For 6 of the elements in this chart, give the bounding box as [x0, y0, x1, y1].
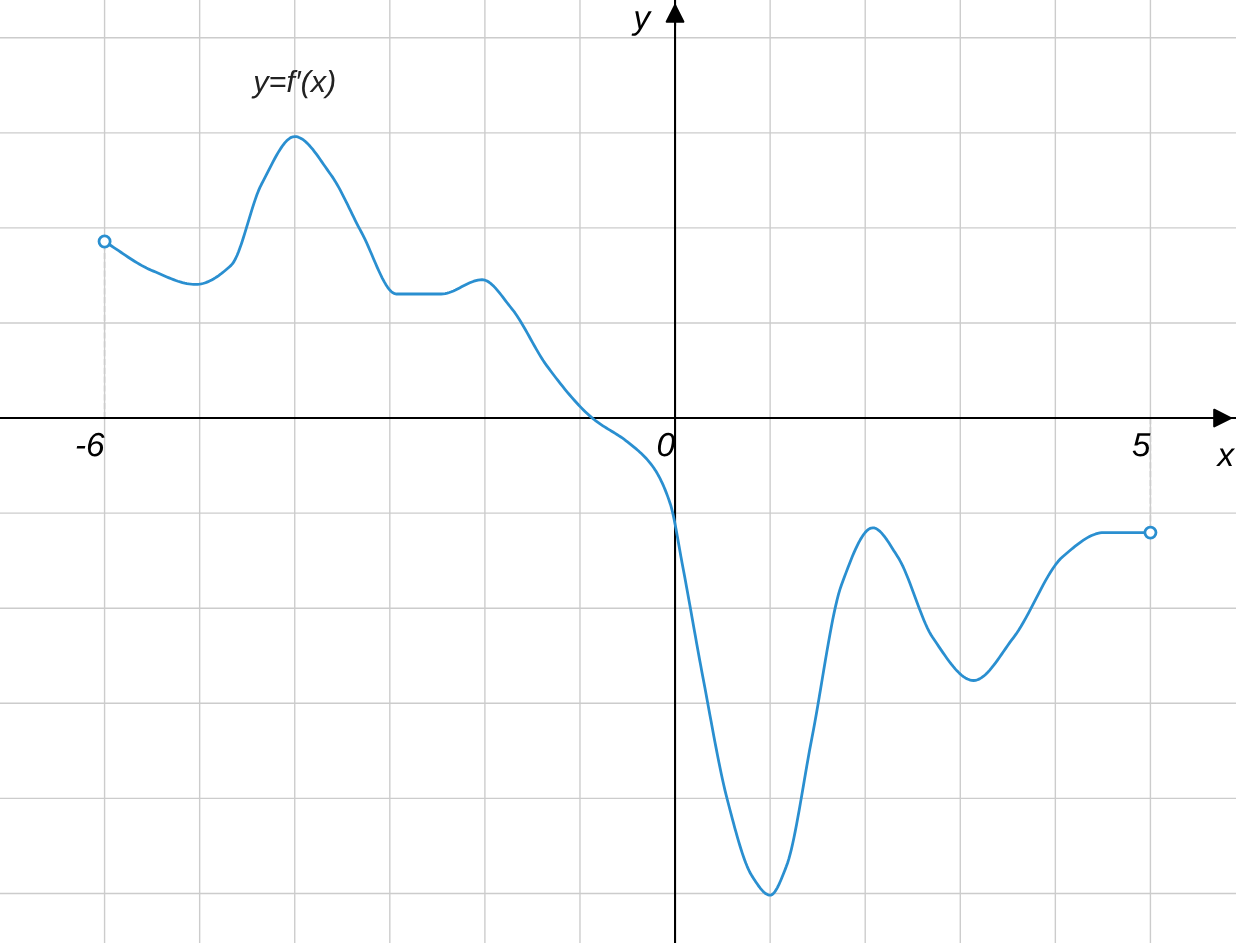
x-axis-title: x — [1216, 448, 1236, 467]
x-tick-label: 0 — [657, 432, 675, 457]
series-label: y=f′(x) — [251, 69, 335, 99]
x-tick-label: -6 — [76, 432, 105, 457]
x-tick-label: 5 — [1132, 433, 1151, 457]
y-axis-title: y — [631, 11, 652, 36]
